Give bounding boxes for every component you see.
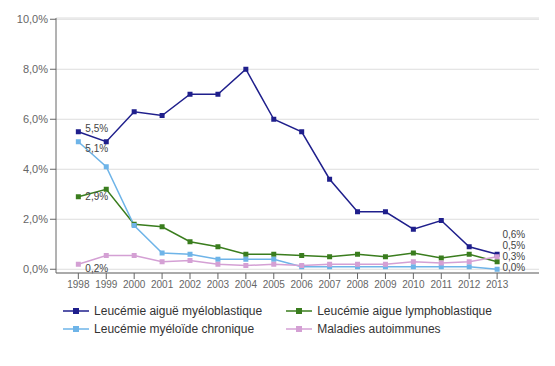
svg-text:0,5%: 0,5% bbox=[502, 240, 525, 251]
svg-text:1999: 1999 bbox=[95, 279, 118, 290]
svg-text:5,5%: 5,5% bbox=[85, 123, 108, 134]
svg-text:2009: 2009 bbox=[374, 279, 397, 290]
svg-text:2007: 2007 bbox=[318, 279, 341, 290]
svg-text:10,0%: 10,0% bbox=[17, 13, 48, 25]
html-text:Leucémie aigue lymphoblastique: Leucémie aigue lymphoblastique bbox=[317, 304, 492, 318]
svg-text:8,0%: 8,0% bbox=[23, 63, 48, 75]
svg-text:2011: 2011 bbox=[431, 279, 453, 290]
svg-text:1998: 1998 bbox=[67, 279, 90, 290]
svg-text:2001: 2001 bbox=[151, 279, 174, 290]
svg-text:2005: 2005 bbox=[263, 279, 286, 290]
svg-text:2008: 2008 bbox=[346, 279, 369, 290]
svg-text:0,6%: 0,6% bbox=[502, 229, 525, 240]
svg-text:2012: 2012 bbox=[458, 279, 481, 290]
svg-text:5,1%: 5,1% bbox=[85, 143, 108, 154]
svg-text:0,0%: 0,0% bbox=[502, 262, 525, 273]
svg-text:0,0%: 0,0% bbox=[23, 263, 48, 275]
html-text:Leucémie aiguë myéloblastique: Leucémie aiguë myéloblastique bbox=[94, 304, 263, 318]
svg-text:2003: 2003 bbox=[207, 279, 230, 290]
svg-text:2006: 2006 bbox=[291, 279, 314, 290]
svg-text:2,0%: 2,0% bbox=[23, 213, 48, 225]
svg-text:2000: 2000 bbox=[123, 279, 146, 290]
svg-text:2002: 2002 bbox=[179, 279, 202, 290]
svg-text:2013: 2013 bbox=[486, 279, 509, 290]
svg-text:0,2%: 0,2% bbox=[85, 263, 108, 274]
html-text:Maladies autoimmunes: Maladies autoimmunes bbox=[317, 322, 441, 336]
svg-text:4,0%: 4,0% bbox=[23, 163, 48, 175]
svg-text:6,0%: 6,0% bbox=[23, 113, 48, 125]
html-text:Leucémie myéloïde chronique: Leucémie myéloïde chronique bbox=[94, 322, 255, 336]
svg-text:2010: 2010 bbox=[402, 279, 425, 290]
svg-text:2,9%: 2,9% bbox=[85, 191, 108, 202]
svg-text:2004: 2004 bbox=[235, 279, 258, 290]
svg-text:0,3%: 0,3% bbox=[502, 251, 525, 262]
